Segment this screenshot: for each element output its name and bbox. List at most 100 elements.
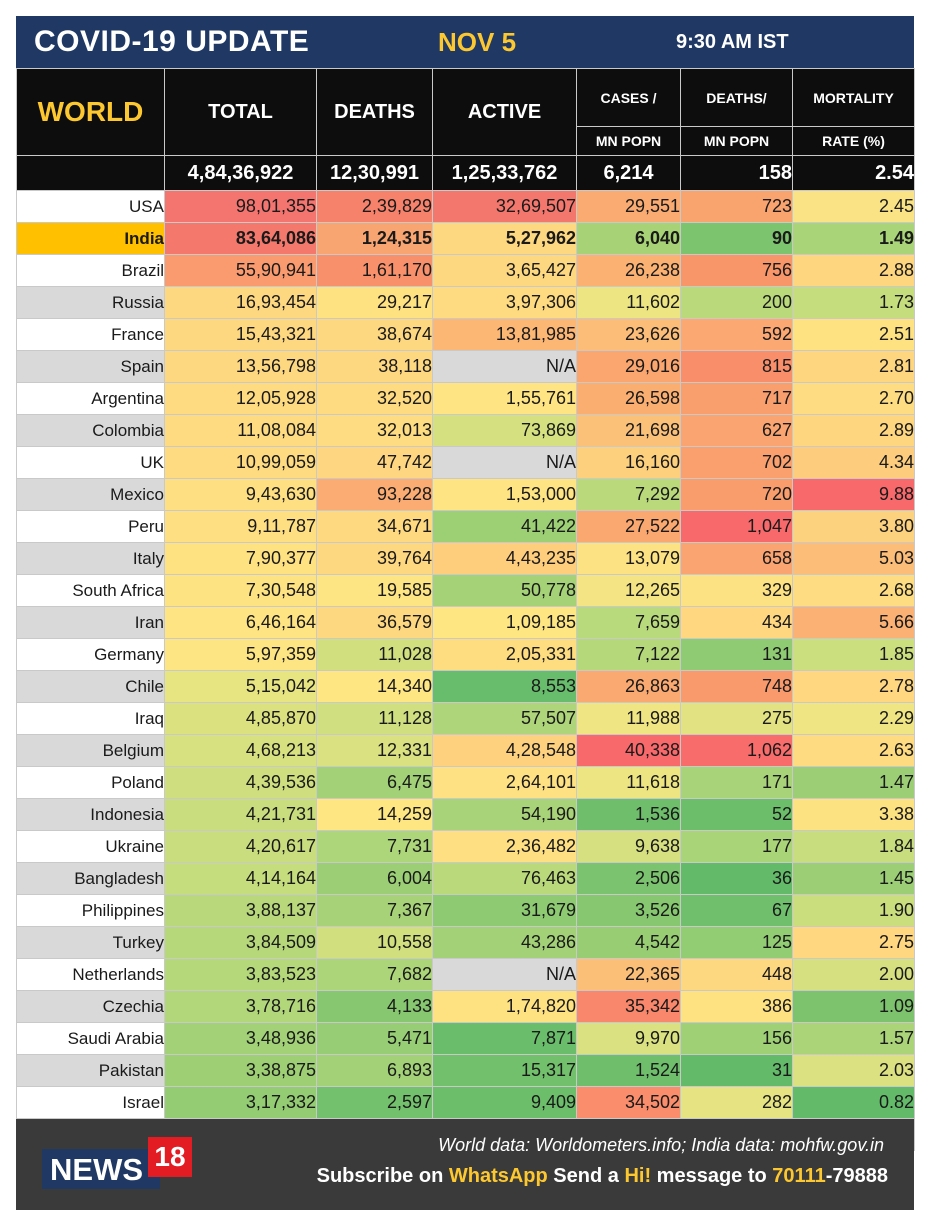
col-header-mortality-line2: RATE (%) [792,126,915,156]
country-cell: Bangladesh [16,862,165,895]
active-cell: 41,422 [432,510,577,543]
table-row: Peru 9,11,787 34,671 41,422 27,522 1,047 3.80 [16,510,915,543]
deaths-cell: 32,013 [316,414,433,447]
col-header-cases-mn-line2: MN POPN [576,126,681,156]
active-cell: 4,43,235 [432,542,577,575]
deaths-cell: 7,682 [316,958,433,991]
mortality-cell: 2.68 [792,574,915,607]
total-cell: 4,68,213 [164,734,317,767]
deaths-mn-cell: 329 [680,574,793,607]
table-row: South Africa 7,30,548 19,585 50,778 12,265 32… [16,574,915,607]
country-cell: Israel [16,1086,165,1119]
country-cell: Iran [16,606,165,639]
mortality-cell: 2.51 [792,318,915,351]
deaths-mn-cell: 275 [680,702,793,735]
active-cell: 73,869 [432,414,577,447]
cases-mn-cell: 4,542 [576,926,681,959]
country-cell: Russia [16,286,165,319]
news18-logo: NEWS 18 [42,1137,192,1191]
total-cell: 4,14,164 [164,862,317,895]
total-cell: 3,84,509 [164,926,317,959]
mortality-cell: 1.57 [792,1022,915,1055]
country-cell: Mexico [16,478,165,511]
country-cell: Italy [16,542,165,575]
table-row: Ukraine 4,20,617 7,731 2,36,482 9,638 177 1.84 [16,830,915,863]
world-deaths: 12,30,991 [316,155,433,191]
mortality-cell: 1.49 [792,222,915,255]
subscribe-text: Send a [547,1165,625,1187]
table-row: France 15,43,321 38,674 13,81,985 23,626 592 2… [16,318,915,351]
mortality-cell: 2.78 [792,670,915,703]
total-cell: 10,99,059 [164,446,317,479]
active-cell: 2,05,331 [432,638,577,671]
cases-mn-cell: 27,522 [576,510,681,543]
cases-mn-cell: 29,551 [576,190,681,223]
total-cell: 3,48,936 [164,1022,317,1055]
active-cell: 13,81,985 [432,318,577,351]
cases-mn-cell: 26,598 [576,382,681,415]
cases-mn-cell: 13,079 [576,542,681,575]
world-cases-mn: 6,214 [576,155,681,191]
total-cell: 3,38,875 [164,1054,317,1087]
cases-mn-cell: 1,536 [576,798,681,831]
total-cell: 7,30,548 [164,574,317,607]
infographic: COVID-19 UPDATE NOV 5 9:30 AM IST WORLD … [16,16,915,1210]
deaths-mn-cell: 1,047 [680,510,793,543]
table-row: UK 10,99,059 47,742 N/A 16,160 702 4.34 [16,446,915,479]
header-row-2: MN POPN MN POPN RATE (%) [17,126,915,156]
deaths-cell: 14,340 [316,670,433,703]
mortality-cell: 2.45 [792,190,915,223]
logo-text: NEWS [50,1152,143,1187]
active-cell: 32,69,507 [432,190,577,223]
cases-mn-cell: 2,506 [576,862,681,895]
cases-mn-cell: 34,502 [576,1086,681,1119]
deaths-cell: 36,579 [316,606,433,639]
deaths-cell: 93,228 [316,478,433,511]
total-cell: 3,78,716 [164,990,317,1023]
cases-mn-cell: 40,338 [576,734,681,767]
active-cell: 2,64,101 [432,766,577,799]
deaths-cell: 6,893 [316,1054,433,1087]
mortality-cell: 1.84 [792,830,915,863]
table-row: Turkey 3,84,509 10,558 43,286 4,542 125 2.75 [16,926,915,959]
total-cell: 5,97,359 [164,638,317,671]
total-cell: 3,17,332 [164,1086,317,1119]
mortality-cell: 4.34 [792,446,915,479]
table-row: Belgium 4,68,213 12,331 4,28,548 40,338 1,062… [16,734,915,767]
deaths-mn-cell: 592 [680,318,793,351]
deaths-cell: 5,471 [316,1022,433,1055]
mortality-cell: 1.90 [792,894,915,927]
source-line: World data: Worldometers.info; India dat… [438,1135,884,1155]
total-cell: 98,01,355 [164,190,317,223]
mortality-cell: 1.45 [792,862,915,895]
table-row: Philippines 3,88,137 7,367 31,679 3,526 67 1.9… [16,894,915,927]
table-row: Germany 5,97,359 11,028 2,05,331 7,122 131 1.8… [16,638,915,671]
country-cell: Colombia [16,414,165,447]
deaths-cell: 19,585 [316,574,433,607]
world-totals-row: 4,84,36,922 12,30,991 1,25,33,762 6,214 … [16,155,915,191]
mortality-cell: 0.82 [792,1086,915,1119]
deaths-cell: 10,558 [316,926,433,959]
mortality-cell: 9.88 [792,478,915,511]
deaths-cell: 6,475 [316,766,433,799]
deaths-mn-cell: 1,062 [680,734,793,767]
cases-mn-cell: 26,863 [576,670,681,703]
country-cell: USA [16,190,165,223]
total-cell: 3,83,523 [164,958,317,991]
active-cell: 5,27,962 [432,222,577,255]
col-header-cases-mn-line1: CASES / [576,68,681,127]
subscribe-line: Subscribe on WhatsApp Send a Hi! message… [317,1165,888,1188]
cases-mn-cell: 11,618 [576,766,681,799]
active-cell: N/A [432,350,577,383]
table-row: Spain 13,56,798 38,118 N/A 29,016 815 2.81 [16,350,915,383]
country-cell: Belgium [16,734,165,767]
active-cell: 1,09,185 [432,606,577,639]
total-cell: 9,11,787 [164,510,317,543]
active-cell: 9,409 [432,1086,577,1119]
deaths-cell: 47,742 [316,446,433,479]
table-row: Brazil 55,90,941 1,61,170 3,65,427 26,238 756… [16,254,915,287]
active-cell: 76,463 [432,862,577,895]
country-cell: India [16,222,165,255]
deaths-mn-cell: 52 [680,798,793,831]
country-cell: Argentina [16,382,165,415]
